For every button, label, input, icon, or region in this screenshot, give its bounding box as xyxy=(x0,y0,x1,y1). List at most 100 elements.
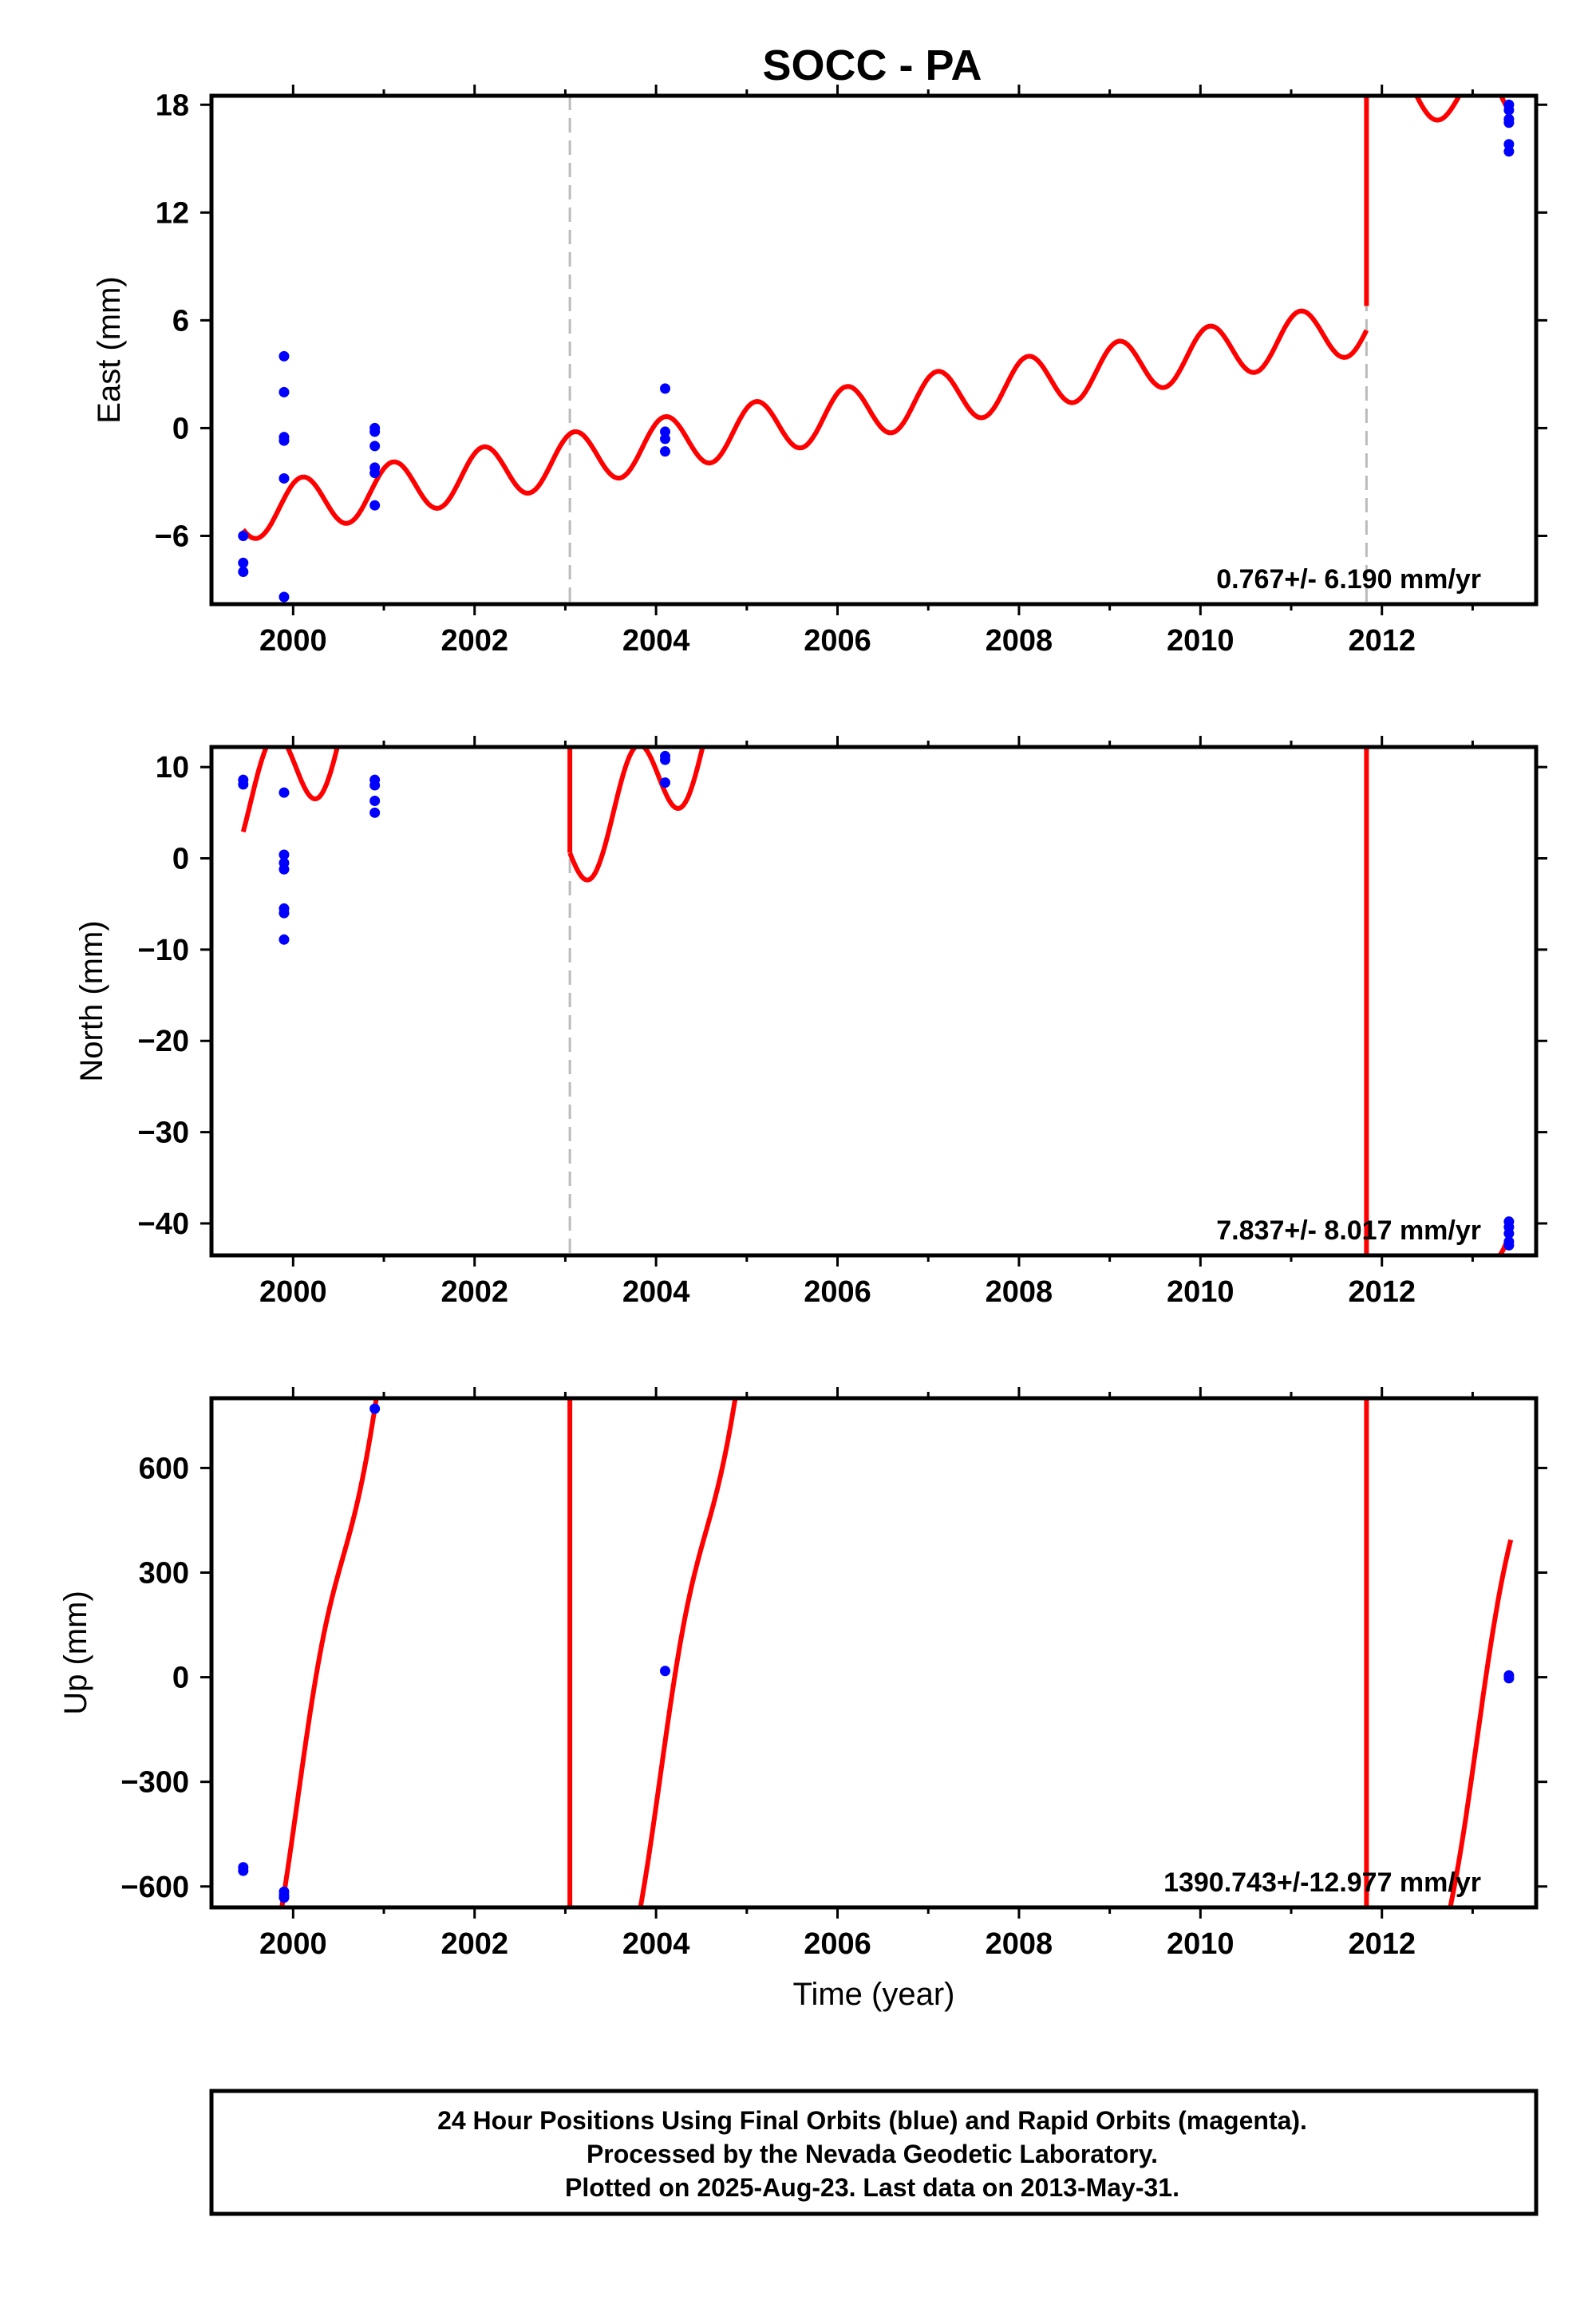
panel-frame xyxy=(209,745,1539,1258)
footer-line-1: 24 Hour Positions Using Final Orbits (bl… xyxy=(437,2106,1307,2135)
panel-frame xyxy=(209,93,1539,607)
data-point xyxy=(659,383,670,394)
x-tick-label: 2004 xyxy=(622,624,690,658)
y-tick-label: −40 xyxy=(138,1207,189,1241)
model-curve-segment xyxy=(567,747,705,883)
data-point xyxy=(279,864,290,875)
model-curve-segment xyxy=(279,1398,379,1907)
data-point xyxy=(279,934,290,945)
y-tick-label: −20 xyxy=(138,1025,189,1058)
footer-box: 24 Hour Positions Using Final Orbits (bl… xyxy=(209,2089,1539,2216)
rate-annotation: 0.767+/- 6.190 mm/yr xyxy=(1216,564,1481,595)
data-point xyxy=(279,787,290,798)
x-tick-label: 2000 xyxy=(259,624,327,658)
y-tick-label: 18 xyxy=(156,89,189,122)
data-point xyxy=(279,350,290,362)
data-point xyxy=(238,530,249,541)
x-tick-label: 2010 xyxy=(1167,1275,1235,1309)
y-tick-label: −300 xyxy=(120,1766,189,1800)
y-axis-label: North (mm) xyxy=(74,920,109,1081)
x-tick-label: 2000 xyxy=(259,1927,327,1961)
data-point xyxy=(279,386,290,397)
data-point xyxy=(369,780,381,791)
x-tick-label: 2010 xyxy=(1167,1927,1235,1961)
y-axis-label: East (mm) xyxy=(92,276,127,423)
data-point xyxy=(369,468,381,479)
data-point xyxy=(369,795,381,806)
model-curve-segment xyxy=(1413,96,1513,123)
data-point xyxy=(369,500,381,511)
footer-line-3: Plotted on 2025-Aug-23. Last data on 201… xyxy=(565,2173,1179,2202)
y-tick-label: 6 xyxy=(172,304,189,338)
data-point xyxy=(279,907,290,919)
data-point xyxy=(1503,1228,1515,1239)
data-point xyxy=(1503,105,1515,116)
panel-east: 2000 2002 2004 2006 2008 2010 2012 −6 0 6 12 18 East… xyxy=(92,85,1547,658)
data-point xyxy=(659,433,670,445)
data-point xyxy=(659,426,670,437)
x-tick-label: 2010 xyxy=(1167,624,1235,658)
model-curve-segment xyxy=(638,1398,738,1907)
data-point xyxy=(279,1892,290,1903)
data-point xyxy=(238,557,249,568)
data-point xyxy=(279,849,290,860)
panel-frame xyxy=(209,1396,1539,1910)
data-point xyxy=(1503,139,1515,150)
x-tick-label: 2004 xyxy=(622,1275,690,1309)
data-point xyxy=(659,446,670,457)
data-point xyxy=(659,754,670,765)
data-point xyxy=(279,435,290,446)
chart-panels: 2000 2002 2004 2006 2008 2010 2012 −6 0 6 12 18 East… xyxy=(58,85,1547,2012)
rate-annotation: 7.837+/- 8.017 mm/yr xyxy=(1216,1215,1481,1246)
model-curve-segment xyxy=(1448,1538,1514,1907)
rate-annotation: 1390.743+/-12.977 mm/yr xyxy=(1163,1867,1481,1898)
y-tick-label: 0 xyxy=(172,843,189,876)
x-axis-label: Time (year) xyxy=(793,1977,955,2012)
x-tick-label: 2000 xyxy=(259,1275,327,1309)
y-axis-label: Up (mm) xyxy=(58,1591,93,1715)
x-tick-label: 2008 xyxy=(986,1927,1053,1961)
x-tick-label: 2002 xyxy=(440,1927,508,1961)
data-point xyxy=(369,807,381,818)
y-tick-label: −6 xyxy=(155,520,189,553)
x-tick-label: 2006 xyxy=(804,1927,871,1961)
footer-line-2: Processed by the Nevada Geodetic Laborat… xyxy=(587,2140,1158,2168)
x-tick-label: 2008 xyxy=(986,624,1053,658)
data-point xyxy=(1503,1239,1515,1251)
x-tick-label: 2006 xyxy=(804,624,871,658)
x-tick-label: 2006 xyxy=(804,1275,871,1309)
data-point xyxy=(369,426,381,437)
data-point xyxy=(1503,146,1515,157)
x-tick-label: 2004 xyxy=(622,1927,690,1961)
data-point xyxy=(659,1666,670,1677)
x-tick-label: 2002 xyxy=(440,1275,508,1309)
x-tick-label: 2012 xyxy=(1348,624,1416,658)
y-tick-label: −10 xyxy=(138,934,189,967)
data-point xyxy=(369,441,381,452)
y-tick-label: 600 xyxy=(139,1452,189,1485)
chart-title: SOCC - PA xyxy=(762,41,982,89)
y-tick-label: 12 xyxy=(156,196,189,230)
plot-area xyxy=(238,1398,1515,1907)
x-tick-label: 2012 xyxy=(1348,1927,1416,1961)
data-point xyxy=(238,1865,249,1876)
data-point xyxy=(369,1403,381,1414)
data-point xyxy=(238,566,249,577)
data-point xyxy=(279,591,290,603)
data-point xyxy=(238,779,249,790)
data-point xyxy=(1503,1673,1515,1684)
x-tick-label: 2008 xyxy=(986,1275,1053,1309)
x-tick-label: 2012 xyxy=(1348,1275,1416,1309)
plot-area xyxy=(238,96,1515,604)
y-tick-label: 0 xyxy=(172,1662,189,1695)
data-point xyxy=(279,472,290,484)
data-point xyxy=(1503,117,1515,128)
model-curve-segment xyxy=(241,308,1369,541)
panel-north: 2000 2002 2004 2006 2008 2010 2012 −40 −30 −20 −10… xyxy=(74,736,1547,1309)
y-tick-label: 0 xyxy=(172,412,189,445)
model-curve-segment xyxy=(240,747,340,833)
y-tick-label: −30 xyxy=(138,1117,189,1150)
y-tick-label: −600 xyxy=(120,1871,189,1904)
panel-up: 2000 2002 2004 2006 2008 2010 2012 −600 −300 0 300… xyxy=(58,1387,1547,1961)
